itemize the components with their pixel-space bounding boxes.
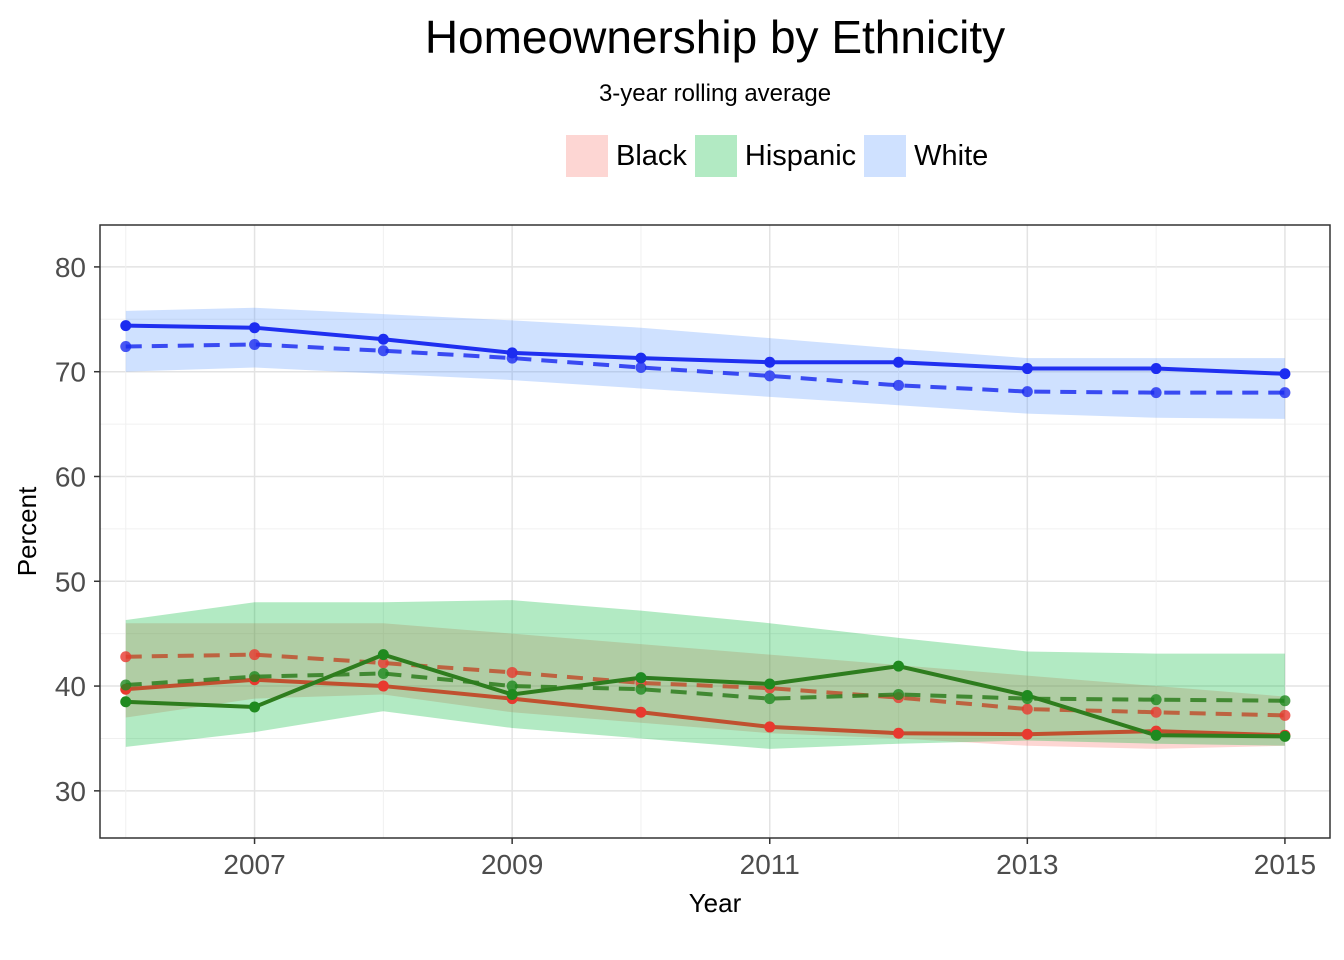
data-point-black — [893, 727, 905, 739]
data-point-white — [506, 347, 518, 359]
rolling-average-point-white — [1279, 387, 1291, 399]
rolling-average-point-black — [1150, 706, 1162, 718]
x-axis-title: Year — [689, 888, 742, 918]
legend-label-black: Black — [616, 139, 687, 172]
data-point-hispanic — [120, 696, 132, 708]
data-point-black — [764, 721, 776, 733]
y-tick-label: 60 — [55, 461, 86, 492]
data-point-hispanic — [893, 660, 905, 672]
rolling-average-point-hispanic — [1279, 695, 1291, 707]
rolling-average-point-black — [1279, 709, 1291, 721]
series-points — [120, 320, 1291, 742]
rolling-average-point-hispanic — [249, 671, 261, 683]
data-point-black — [377, 680, 389, 692]
rolling-average-point-white — [249, 338, 261, 350]
axis-ticks: 30 40 50 60 70 80 2007 2009 2011 2013 2015 — [55, 252, 1316, 880]
data-point-black — [1021, 728, 1033, 740]
data-point-white — [635, 352, 647, 364]
data-point-white — [249, 322, 261, 334]
rolling-average-line-white — [125, 342, 1285, 395]
y-axis-title: Percent — [12, 486, 42, 576]
rolling-average-line-black — [125, 652, 1285, 718]
plot-panel-border — [99, 224, 1331, 839]
rolling-average-line-hispanic — [125, 671, 1285, 703]
x-tick-label: 2013 — [996, 849, 1058, 880]
legend-key-black — [566, 135, 608, 177]
rolling-average-point-hispanic — [377, 667, 389, 679]
series-line-hispanic — [125, 652, 1285, 739]
rolling-average-point-white — [1021, 386, 1033, 398]
chart-title: Homeownership by Ethnicity — [424, 11, 1006, 63]
data-point-hispanic — [249, 701, 261, 713]
legend-label-hispanic: Hispanic — [744, 139, 857, 172]
x-tick-label: 2011 — [740, 849, 800, 880]
rolling-average-point-white — [893, 379, 905, 391]
data-point-black — [635, 706, 647, 718]
x-tick-label: 2007 — [223, 849, 285, 880]
rolling-average-point-black — [377, 657, 389, 669]
data-point-hispanic — [1279, 730, 1291, 742]
band-white — [125, 307, 1285, 419]
data-point-white — [377, 333, 389, 345]
data-point-hispanic — [1021, 689, 1033, 701]
rolling-average-point-white — [764, 370, 776, 382]
y-tick-label: 40 — [55, 671, 86, 702]
data-point-white — [764, 356, 776, 368]
rolling-average-point-black — [506, 666, 518, 678]
y-tick-label: 70 — [55, 357, 86, 388]
rolling-average-point-black — [1021, 703, 1033, 715]
rolling-average-point-hispanic — [635, 683, 647, 695]
data-point-hispanic — [1150, 729, 1162, 741]
rolling-average-point-white — [120, 341, 132, 353]
rolling-average-point-hispanic — [120, 679, 132, 691]
chart-subtitle: 3-year rolling average — [598, 80, 832, 107]
legend-item-hispanic: Hispanic — [694, 134, 864, 178]
data-point-hispanic — [506, 688, 518, 700]
rolling-average-point-hispanic — [506, 680, 518, 692]
data-point-hispanic — [377, 649, 389, 661]
rolling-average-point-white — [1150, 387, 1162, 399]
legend-key-white — [864, 135, 907, 177]
series-lines — [125, 323, 1286, 739]
band-hispanic — [125, 600, 1285, 749]
x-tick-label: 2015 — [1254, 849, 1316, 880]
rolling-average-point-black — [120, 651, 132, 663]
rolling-average-point-hispanic — [893, 688, 905, 700]
y-tick-label: 30 — [55, 776, 86, 807]
rolling-average-point-hispanic — [764, 693, 776, 705]
x-tick-label: 2009 — [481, 849, 543, 880]
y-tick-label: 80 — [55, 252, 86, 283]
legend-item-black: Black — [566, 134, 695, 178]
data-point-white — [1150, 363, 1162, 375]
legend-label-white: White — [914, 139, 989, 172]
data-point-white — [1279, 368, 1291, 380]
data-point-hispanic — [635, 672, 647, 684]
y-tick-label: 50 — [55, 566, 86, 597]
legend-item-white: White — [864, 134, 996, 178]
rolling-average-point-white — [377, 345, 389, 357]
series-line-white — [125, 323, 1286, 376]
rolling-average-point-black — [249, 649, 261, 661]
rolling-average-point-hispanic — [1150, 694, 1162, 706]
data-point-hispanic — [764, 678, 776, 690]
data-point-white — [1021, 363, 1033, 375]
data-point-white — [120, 320, 132, 332]
rolling-average-point-white — [635, 362, 647, 374]
legend: Black Hispanic White — [566, 134, 996, 178]
legend-key-hispanic — [694, 135, 737, 177]
data-point-white — [893, 356, 905, 368]
